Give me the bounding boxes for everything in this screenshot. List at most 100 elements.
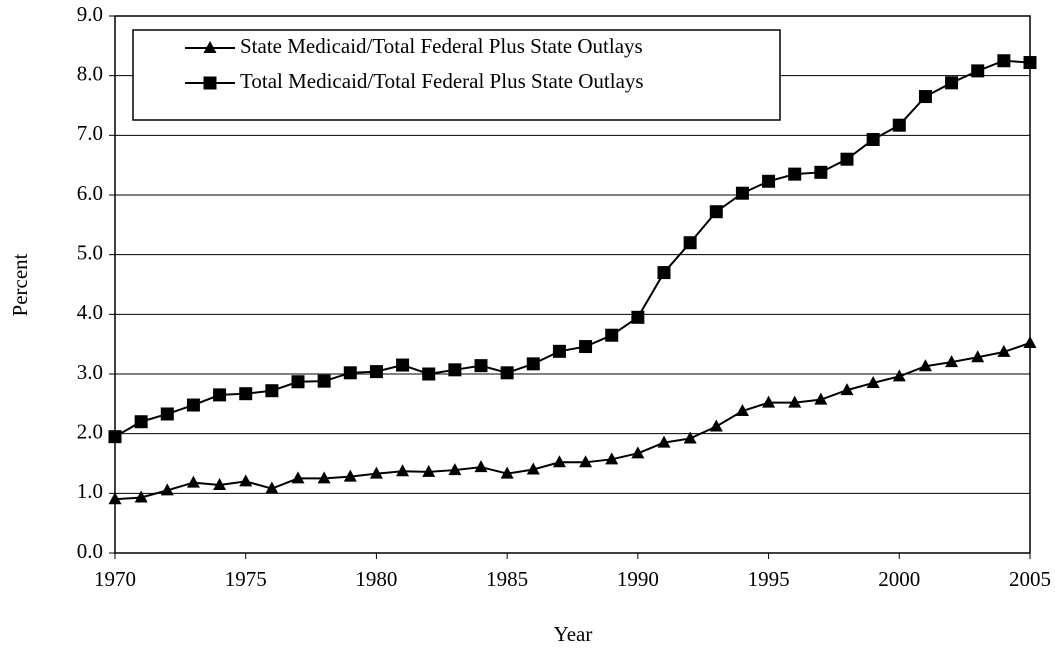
y-tick-label: 5.0 [77, 240, 103, 264]
marker [422, 464, 436, 477]
marker [762, 395, 776, 408]
marker [448, 363, 462, 377]
y-tick-label: 3.0 [77, 360, 103, 384]
marker [265, 481, 279, 494]
y-tick-label: 6.0 [77, 181, 103, 205]
marker [552, 455, 566, 468]
marker [317, 374, 331, 388]
marker [605, 452, 619, 465]
marker [343, 366, 357, 380]
marker [265, 384, 279, 398]
marker [918, 90, 932, 104]
marker [500, 466, 514, 479]
marker [396, 358, 410, 372]
marker [762, 174, 776, 188]
x-tick-label: 1980 [355, 567, 397, 591]
marker [203, 41, 217, 53]
marker [526, 357, 540, 371]
marker [814, 392, 828, 405]
marker [683, 431, 697, 444]
marker [134, 490, 148, 503]
y-tick-label: 0.0 [77, 539, 103, 563]
marker [108, 492, 122, 505]
marker [203, 76, 217, 90]
marker [657, 266, 671, 280]
marker [369, 365, 383, 379]
marker [735, 186, 749, 200]
marker [160, 483, 174, 496]
marker [709, 419, 723, 432]
marker [526, 462, 540, 475]
marker [971, 64, 985, 78]
marker [422, 367, 436, 381]
marker [918, 359, 932, 372]
marker [1023, 335, 1037, 348]
plot-frame [114, 15, 1031, 554]
marker [945, 355, 959, 368]
y-tick-label: 8.0 [77, 61, 103, 85]
y-axis-label: Percent [8, 253, 32, 316]
legend-label: Total Medicaid/Total Federal Plus State … [240, 69, 644, 93]
y-tick-label: 7.0 [77, 121, 103, 145]
marker [971, 350, 985, 363]
marker [840, 383, 854, 396]
marker [788, 167, 802, 181]
legend-label: State Medicaid/Total Federal Plus State … [240, 34, 643, 58]
marker [631, 310, 645, 324]
x-tick-label: 1975 [225, 567, 267, 591]
marker [709, 205, 723, 219]
y-tick-label: 9.0 [77, 2, 103, 26]
x-tick-label: 2000 [878, 567, 920, 591]
marker [683, 236, 697, 250]
marker [605, 328, 619, 342]
marker [657, 435, 671, 448]
marker [474, 359, 488, 373]
x-tick-label: 1985 [486, 567, 528, 591]
marker [735, 403, 749, 416]
marker [448, 463, 462, 476]
marker [892, 369, 906, 382]
marker [239, 474, 253, 487]
y-tick-label: 2.0 [77, 419, 103, 443]
marker [343, 469, 357, 482]
marker [291, 375, 305, 389]
y-tick-label: 4.0 [77, 300, 103, 324]
marker [1023, 56, 1037, 70]
x-axis-label: Year [554, 622, 593, 646]
marker [396, 464, 410, 477]
marker [866, 133, 880, 147]
marker [317, 471, 331, 484]
x-tick-label: 1990 [617, 567, 659, 591]
marker [474, 460, 488, 473]
marker [579, 455, 593, 468]
marker [892, 118, 906, 132]
marker [579, 340, 593, 354]
series-line [114, 342, 1031, 501]
marker [186, 475, 200, 488]
marker [945, 76, 959, 90]
x-tick-label: 1995 [748, 567, 790, 591]
marker [997, 54, 1011, 68]
marker [213, 388, 227, 402]
x-tick-label: 1970 [94, 567, 136, 591]
marker [631, 446, 645, 459]
marker [814, 165, 828, 179]
y-tick-label: 1.0 [77, 479, 103, 503]
marker [186, 398, 200, 412]
marker [160, 407, 174, 421]
marker [788, 395, 802, 408]
marker [369, 466, 383, 479]
marker [213, 477, 227, 490]
marker [866, 375, 880, 388]
marker [134, 415, 148, 429]
marker [840, 152, 854, 166]
marker [239, 387, 253, 401]
marker [500, 366, 514, 380]
marker [552, 344, 566, 358]
marker [291, 471, 305, 484]
legend-box [132, 29, 781, 121]
marker [997, 344, 1011, 357]
marker [108, 430, 122, 444]
